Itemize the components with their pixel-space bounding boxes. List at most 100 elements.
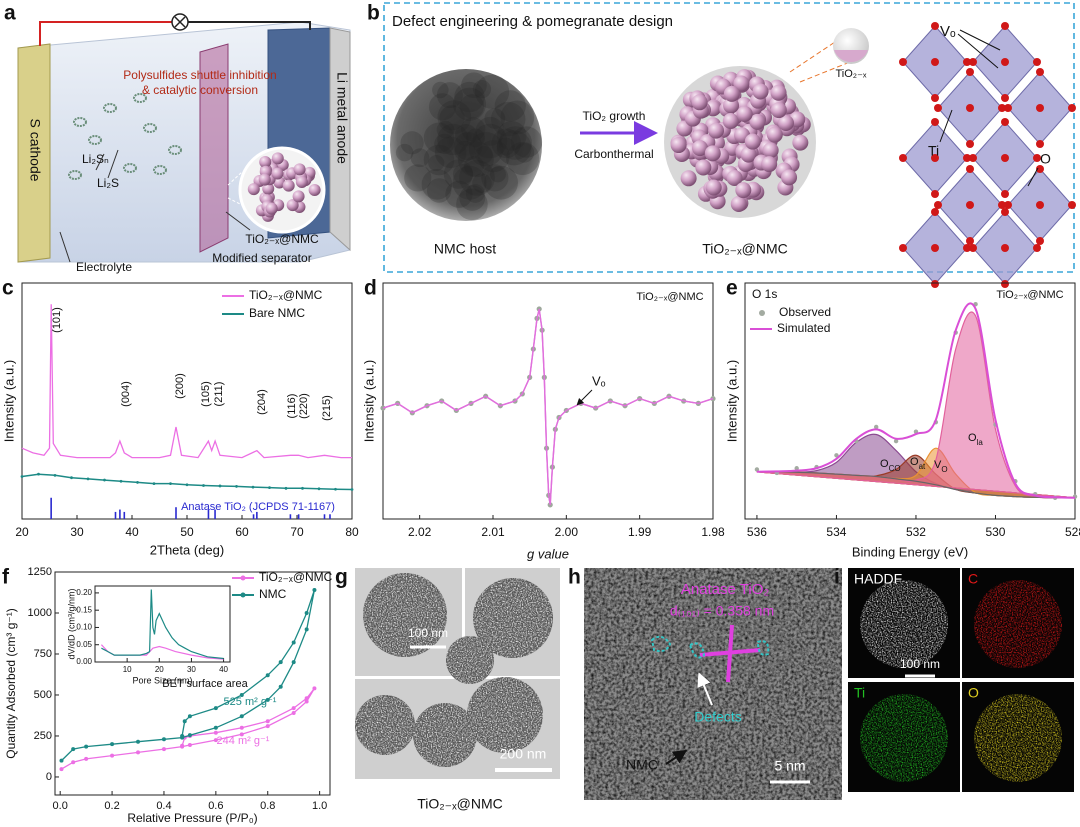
- sphere: [777, 115, 794, 132]
- defects-label: Defects: [694, 709, 741, 725]
- x-tick-label: 20: [155, 665, 164, 674]
- sphere: [271, 167, 284, 180]
- o-label: O: [1040, 151, 1051, 167]
- data-point: [304, 610, 309, 615]
- data-point: [37, 472, 40, 476]
- tem-texture: [363, 573, 447, 657]
- fringe: [679, 595, 791, 607]
- oxygen-atom: [998, 104, 1006, 112]
- panel-b: b Defect engineering & pomegranate desig…: [367, 2, 1076, 288]
- oxygen-atom: [1033, 244, 1041, 252]
- fringe: [679, 631, 791, 643]
- x-tick-label: 30: [70, 525, 84, 539]
- oxygen-atom: [934, 201, 942, 209]
- eds-signal: [974, 580, 1062, 668]
- dashed-box: [383, 2, 1075, 273]
- data-point: [136, 739, 141, 744]
- host-grain: [436, 120, 455, 139]
- anode-label: Li metal anode: [334, 72, 350, 164]
- plot-frame: [54, 571, 331, 796]
- oxygen-atom: [969, 154, 977, 162]
- x-tick-label: 30: [187, 665, 196, 674]
- scale-label: 100 nm: [900, 657, 940, 671]
- x-axis-title: Relative Pressure (P/P₀): [127, 811, 257, 825]
- leader-lines: [59, 149, 251, 263]
- host-grain: [428, 154, 445, 172]
- data-point: [86, 477, 90, 481]
- host-grain: [500, 100, 535, 135]
- sphere: [691, 94, 708, 111]
- data-point: [239, 732, 244, 737]
- label-sub: O: [941, 465, 947, 474]
- polysulfide: [88, 135, 102, 145]
- data-point: [893, 438, 899, 444]
- sphere: [708, 122, 725, 139]
- data-point: [59, 758, 64, 763]
- wire-black: [188, 21, 311, 30]
- y-tick-label: 1250: [28, 566, 52, 578]
- panel-label: h: [568, 566, 581, 589]
- oxygen-atom: [1033, 154, 1041, 162]
- sphere: [308, 184, 321, 197]
- data-point: [136, 750, 141, 755]
- host-grain: [404, 164, 432, 192]
- legend-label: Observed: [779, 305, 831, 319]
- host-grain: [472, 173, 492, 193]
- host-grain: [475, 146, 493, 164]
- data-point: [291, 711, 296, 716]
- panel-label: c: [2, 277, 14, 300]
- host-grain: [498, 126, 532, 160]
- panel-label: f: [2, 566, 10, 589]
- peak-label: (105): [200, 381, 212, 407]
- polysulfide: [68, 170, 82, 180]
- tem-texture: [413, 703, 477, 767]
- data-point: [59, 767, 64, 772]
- data-point: [265, 697, 270, 702]
- peak-label: (004): [120, 381, 132, 407]
- data-point: [84, 744, 89, 749]
- data-point: [304, 627, 309, 632]
- sphere: [295, 176, 308, 189]
- host-label: NMC host: [434, 241, 496, 257]
- sphere: [680, 170, 697, 187]
- host-grain: [454, 140, 476, 162]
- oxygen-atom: [1001, 118, 1009, 126]
- sphere: [705, 179, 722, 196]
- sphere: [258, 173, 271, 186]
- fringe: [679, 661, 791, 673]
- sphere: [271, 152, 284, 165]
- material-label: TiO₂₋ₓ@NMC: [245, 232, 319, 246]
- annotation: BET surface area: [162, 678, 248, 690]
- data-point: [187, 742, 192, 747]
- y-axis-title: dV/dD (cm³/g/nm): [66, 588, 76, 659]
- scale-label: 5 nm: [774, 758, 805, 774]
- panel-title: Defect engineering & pomegranate design: [392, 13, 673, 30]
- oxygen-atom: [966, 201, 974, 209]
- polysulfide: [153, 165, 167, 175]
- host-grain: [481, 164, 509, 192]
- data-point: [202, 484, 205, 487]
- particle-label: TiO₂₋ₓ: [836, 68, 867, 80]
- process-step: TiO₂ growth: [583, 109, 646, 123]
- oxygen-atom: [1004, 104, 1012, 112]
- annotation-arrow: [576, 389, 593, 406]
- y-tick-label: 0.05: [76, 640, 92, 649]
- host-grain: [436, 82, 463, 109]
- data-point: [110, 742, 115, 747]
- data-point: [71, 760, 76, 765]
- sphere: [733, 75, 750, 92]
- host-grain: [474, 74, 510, 109]
- sphere: [262, 182, 275, 195]
- host-grain: [490, 101, 526, 137]
- data-point: [278, 660, 283, 665]
- oxygen-atom: [1001, 190, 1009, 198]
- legend-label: NMC: [259, 587, 287, 601]
- data-point: [84, 756, 89, 761]
- oxygen-atom: [1004, 201, 1012, 209]
- host-grain: [434, 133, 455, 154]
- host-grain: [466, 128, 485, 148]
- legend-marker: [240, 575, 246, 581]
- x-tick-label: 0.6: [208, 800, 223, 812]
- tio2-particle-shell: [834, 50, 868, 63]
